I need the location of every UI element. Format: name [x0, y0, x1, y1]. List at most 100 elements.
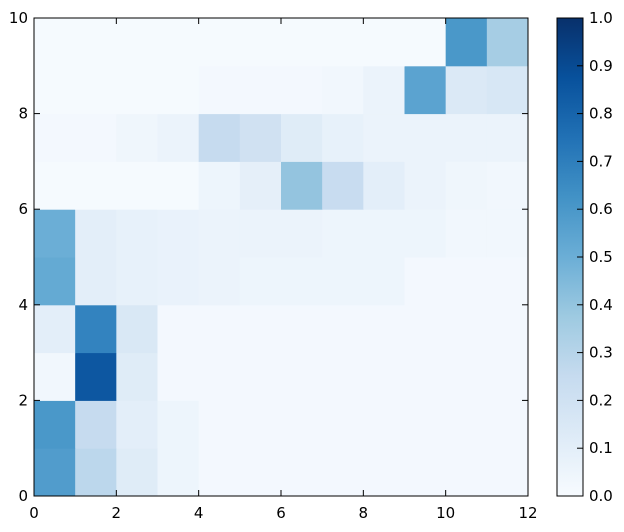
heatmap-cell	[157, 400, 200, 449]
x-tick-label: 12	[518, 504, 537, 522]
x-axis: 0 2 4 6 8 10 12	[29, 18, 538, 522]
heatmap-cell	[281, 448, 323, 497]
heatmap-cell	[404, 304, 447, 354]
heatmap-cell	[322, 352, 364, 401]
heatmap-cell	[281, 352, 323, 401]
heatmap-cell	[239, 352, 282, 401]
heatmap-cell	[198, 352, 241, 401]
colorbar-tick-label: 0.9	[589, 57, 613, 75]
heatmap-cell	[322, 257, 364, 306]
heatmap-cell	[363, 209, 405, 258]
heatmap-cell	[363, 65, 405, 115]
heatmap-cell	[486, 113, 529, 162]
heatmap-cell	[34, 352, 76, 401]
heatmap-cell	[75, 209, 117, 258]
y-tick-label: 2	[18, 391, 28, 409]
heatmap-cell	[445, 257, 488, 306]
heatmap-cell	[198, 257, 241, 306]
heatmap-cell	[34, 18, 76, 67]
heatmap-cell	[198, 304, 241, 354]
heatmap-cell	[445, 448, 488, 497]
heatmap-cell	[239, 65, 282, 115]
heatmap-cell	[486, 400, 529, 449]
heatmap-cell	[116, 448, 158, 497]
heatmap-cell	[116, 18, 158, 67]
heatmap-cell	[486, 161, 529, 210]
heatmap-cell	[445, 304, 488, 354]
x-tick-label: 10	[436, 504, 455, 522]
heatmap-cell	[157, 304, 200, 354]
colorbar-axis: 0.0 0.1 0.2 0.3 0.4 0.5 0.6 0.7 0.8 0.9 1.0	[577, 9, 613, 505]
y-tick-label: 8	[18, 105, 28, 123]
heatmap-cell	[239, 209, 282, 258]
colorbar-tick-label: 0.2	[589, 391, 613, 409]
heatmap-cell	[445, 161, 488, 210]
heatmap-cells	[34, 18, 529, 497]
heatmap-cell	[75, 448, 117, 497]
heatmap-cell	[363, 400, 405, 449]
heatmap-cell	[281, 161, 323, 210]
y-axis: 0 2 4 6 8 10	[9, 9, 528, 505]
heatmap-cell	[404, 65, 447, 115]
heatmap-cell	[486, 65, 529, 115]
heatmap-cell	[239, 161, 282, 210]
heatmap-cell	[322, 18, 364, 67]
heatmap-cell	[157, 209, 200, 258]
heatmap-cell	[157, 65, 200, 115]
colorbar-tick-label: 0.0	[589, 487, 613, 505]
heatmap-cell	[281, 304, 323, 354]
heatmap-cell	[322, 400, 364, 449]
heatmap-cell	[445, 65, 488, 115]
heatmap-cell	[404, 161, 447, 210]
x-tick-label: 4	[194, 504, 204, 522]
heatmap-cell	[116, 352, 158, 401]
heatmap-cell	[157, 352, 200, 401]
heatmap-cell	[486, 304, 529, 354]
heatmap-cell	[404, 400, 447, 449]
heatmap-cell	[281, 65, 323, 115]
heatmap-cell	[239, 113, 282, 162]
colorbar-tick-label: 0.1	[589, 439, 613, 457]
colorbar-tick-label: 0.6	[589, 200, 613, 218]
heatmap-cell	[116, 209, 158, 258]
heatmap-cell	[34, 113, 76, 162]
heatmap-cell	[404, 257, 447, 306]
heatmap-cell	[239, 18, 282, 67]
heatmap-cell	[34, 209, 76, 258]
heatmap-cell	[363, 448, 405, 497]
heatmap-cell	[198, 400, 241, 449]
heatmap-cell	[239, 448, 282, 497]
heatmap-cell	[404, 352, 447, 401]
heatmap-cell	[281, 18, 323, 67]
heatmap-cell	[34, 400, 76, 449]
heatmap-cell	[322, 161, 364, 210]
heatmap-cell	[116, 257, 158, 306]
heatmap-cell	[363, 113, 405, 162]
x-tick-label: 8	[359, 504, 369, 522]
heatmap-cell	[445, 113, 488, 162]
heatmap-cell	[404, 209, 447, 258]
y-tick-label: 6	[18, 200, 28, 218]
heatmap-cell	[34, 65, 76, 115]
heatmap-cell	[322, 65, 364, 115]
heatmap-cell	[404, 18, 447, 67]
colorbar-tick-label: 1.0	[589, 9, 613, 27]
heatmap-cell	[363, 257, 405, 306]
heatmap-cell	[281, 113, 323, 162]
heatmap-cell	[322, 209, 364, 258]
colorbar-tick-label: 0.8	[589, 105, 613, 123]
heatmap-cell	[445, 352, 488, 401]
heatmap-cell	[363, 161, 405, 210]
x-tick-label: 2	[112, 504, 122, 522]
colorbar-tick-label: 0.4	[589, 296, 613, 314]
heatmap-cell	[322, 448, 364, 497]
heatmap-cell	[198, 113, 241, 162]
colorbar-tick-label: 0.5	[589, 248, 613, 266]
heatmap-cell	[75, 400, 117, 449]
heatmap-cell	[198, 65, 241, 115]
heatmap-cell	[322, 113, 364, 162]
heatmap-cell	[157, 448, 200, 497]
heatmap-cell	[239, 257, 282, 306]
heatmap-cell	[486, 209, 529, 258]
